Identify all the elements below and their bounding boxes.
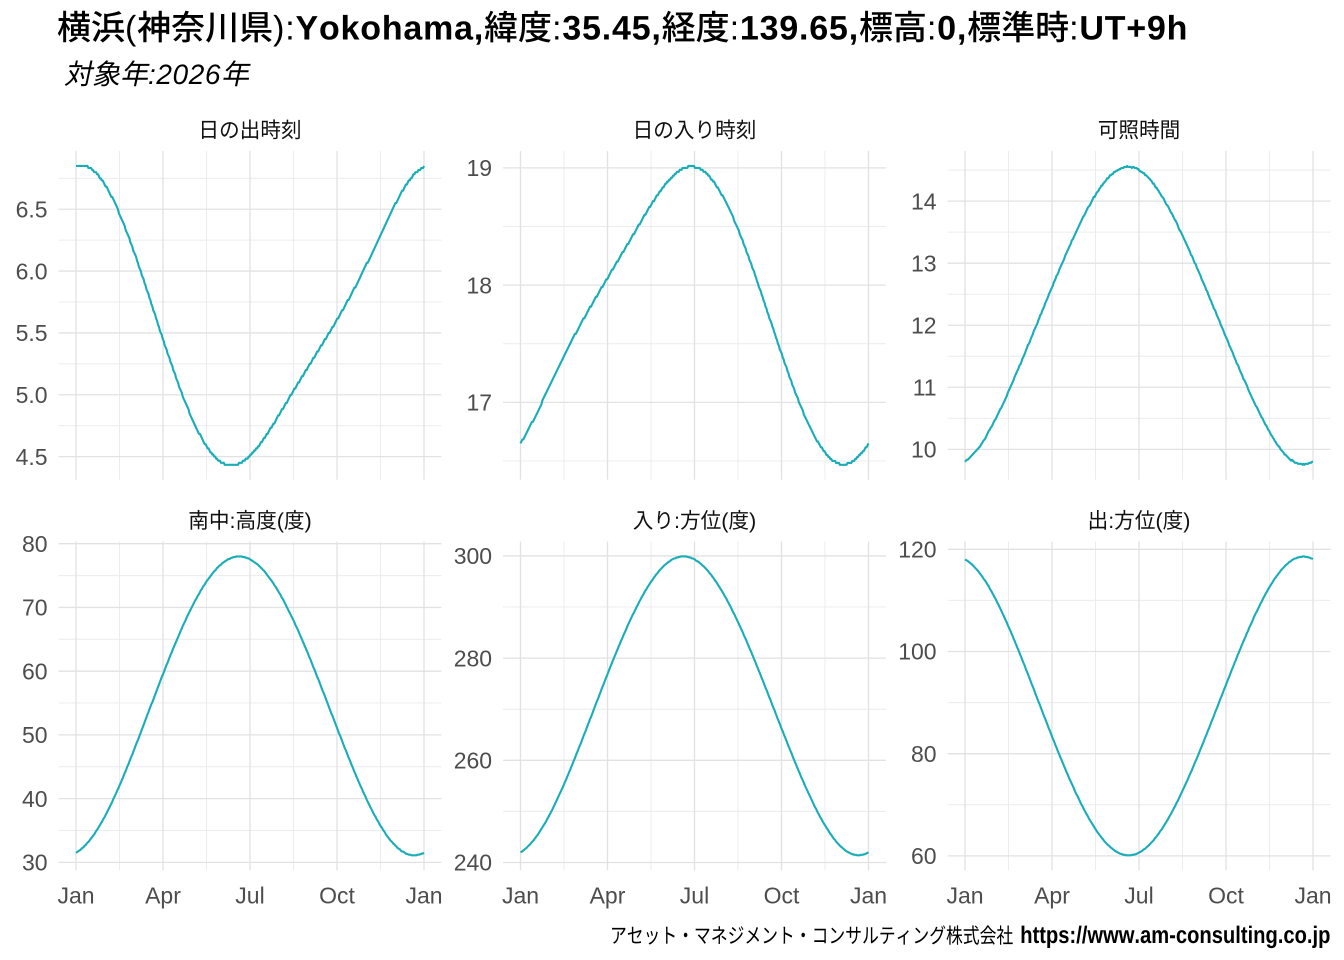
- svg-text:40: 40: [22, 786, 48, 812]
- svg-text:18: 18: [467, 272, 493, 298]
- svg-text:17: 17: [467, 390, 493, 416]
- svg-text:Oct: Oct: [319, 883, 355, 909]
- svg-text:4.5: 4.5: [16, 444, 48, 470]
- svg-text:5.5: 5.5: [16, 320, 48, 346]
- svg-text:Apr: Apr: [145, 883, 181, 909]
- svg-text:50: 50: [22, 722, 48, 748]
- svg-text:11: 11: [913, 374, 937, 400]
- svg-text:70: 70: [22, 595, 48, 621]
- svg-text:120: 120: [898, 536, 936, 562]
- svg-text:280: 280: [454, 645, 492, 671]
- svg-text:80: 80: [22, 531, 48, 557]
- svg-text:Jan: Jan: [57, 883, 94, 909]
- svg-text:300: 300: [454, 543, 492, 569]
- svg-text:260: 260: [454, 748, 492, 774]
- svg-text:Jan: Jan: [1294, 883, 1331, 909]
- svg-text:10: 10: [911, 437, 937, 463]
- svg-text:60: 60: [22, 658, 48, 684]
- svg-text:19: 19: [467, 155, 493, 181]
- svg-text:240: 240: [454, 850, 492, 876]
- svg-text:6.5: 6.5: [16, 196, 48, 222]
- svg-text:Jul: Jul: [235, 883, 264, 909]
- svg-text:100: 100: [898, 639, 936, 665]
- svg-text:Jan: Jan: [405, 883, 442, 909]
- svg-text:Jul: Jul: [1124, 883, 1153, 909]
- svg-text:Oct: Oct: [1208, 883, 1244, 909]
- svg-text:Apr: Apr: [590, 883, 626, 909]
- svg-text:Jan: Jan: [850, 883, 887, 909]
- svg-text:14: 14: [911, 188, 937, 214]
- svg-text:80: 80: [911, 741, 937, 767]
- svg-text:Jan: Jan: [502, 883, 539, 909]
- svg-text:12: 12: [911, 312, 937, 338]
- svg-text:Apr: Apr: [1034, 883, 1070, 909]
- svg-text:60: 60: [911, 843, 937, 869]
- svg-text:13: 13: [911, 250, 937, 276]
- svg-text:Oct: Oct: [764, 883, 800, 909]
- svg-text:5.0: 5.0: [16, 382, 48, 408]
- svg-text:Jul: Jul: [680, 883, 709, 909]
- svg-text:30: 30: [22, 850, 48, 876]
- svg-text:6.0: 6.0: [16, 258, 48, 284]
- svg-text:Jan: Jan: [946, 883, 983, 909]
